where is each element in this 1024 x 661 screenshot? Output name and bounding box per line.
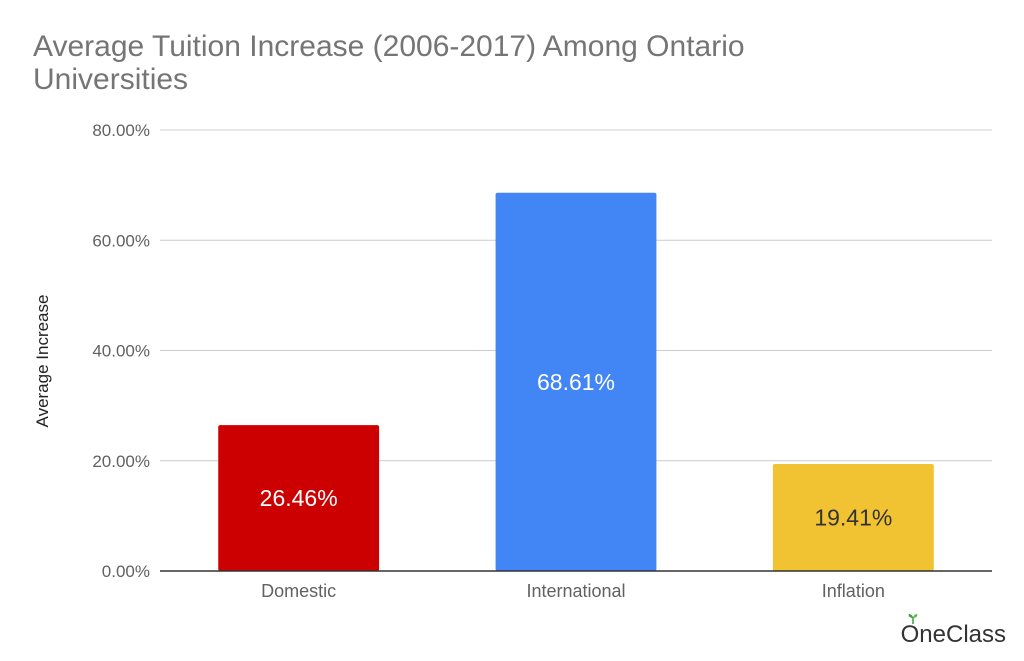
bar-inflation [772, 464, 934, 571]
axes: 0.00% 20.00% 40.00% 60.00% 80.00% Domestic Int… [92, 121, 992, 601]
y-tick-label: 20.00% [92, 452, 150, 471]
x-category-label: International [526, 581, 625, 601]
oneclass-logo: OneClass [900, 614, 1006, 649]
y-tick-label: 40.00% [92, 342, 150, 361]
data-label: 68.61% [537, 369, 615, 395]
leaf-icon [908, 614, 917, 624]
x-category-label: Inflation [822, 581, 885, 601]
chart-title: Average Tuition Increase (2006-2017) Amo… [33, 30, 745, 96]
y-tick-label: 0.00% [102, 562, 150, 581]
data-label: 19.41% [814, 505, 892, 531]
bars [218, 192, 934, 572]
data-label: 26.46% [260, 485, 338, 511]
y-tick-label: 80.00% [92, 121, 150, 140]
y-tick-label: 60.00% [92, 231, 150, 250]
bar-domestic [218, 425, 380, 571]
y-axis-title: Average Increase [33, 295, 52, 428]
brand-text: OneClass [900, 621, 1006, 648]
data-labels: 26.46% 68.61% 19.41% [260, 369, 893, 531]
bar-international [495, 192, 657, 572]
x-category-label: Domestic [261, 581, 336, 601]
